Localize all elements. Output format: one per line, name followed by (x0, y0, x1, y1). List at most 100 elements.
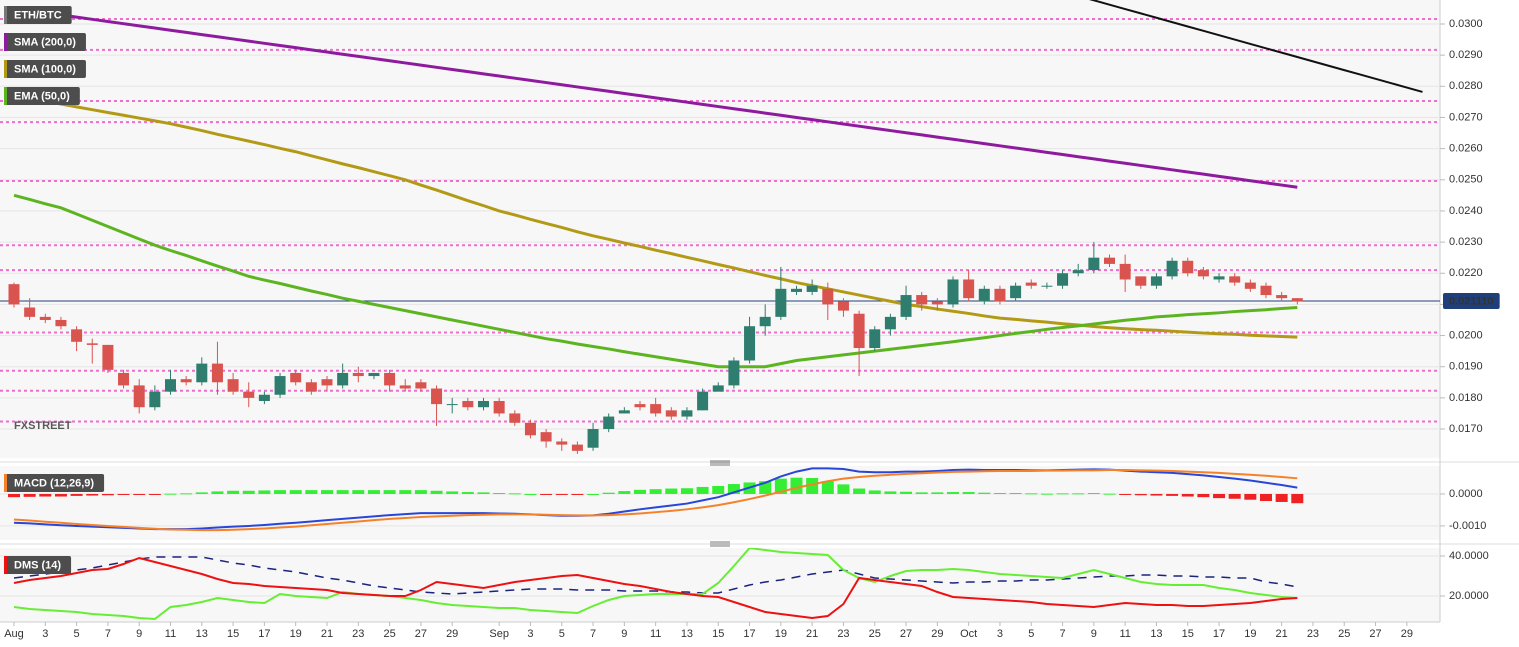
legend-item: SMA (200,0) (4, 33, 86, 51)
candle-body (1072, 270, 1084, 274)
candle-body (524, 422, 536, 436)
histogram-bar (962, 492, 975, 494)
legend-label: DMS (14) (14, 559, 61, 571)
x-tick-label: 29 (446, 628, 458, 640)
legend-box (4, 33, 86, 51)
trendline (1089, 0, 1423, 93)
y-tick-label: 0.0250 (1449, 174, 1483, 186)
candle-body (744, 326, 756, 361)
histogram-bar (1260, 493, 1272, 502)
x-tick-label: 7 (105, 628, 111, 640)
panel (8, 467, 1304, 532)
histogram-bar (806, 477, 819, 494)
candle-body (71, 329, 83, 342)
histogram-bar (1119, 493, 1132, 495)
histogram-bar (493, 493, 506, 495)
histogram-bar (680, 488, 693, 494)
histogram-bar (258, 490, 271, 494)
x-tick-label: 13 (1150, 628, 1162, 640)
resize-grip[interactable] (710, 460, 730, 466)
watermark: FX (14, 420, 29, 432)
x-tick-label: 15 (712, 628, 724, 640)
candle-body (759, 316, 771, 327)
legend-swatch (4, 87, 7, 105)
x-tick-label: 15 (227, 628, 239, 640)
histogram-bar (1072, 493, 1085, 495)
legend-swatch (4, 556, 7, 574)
x-tick-label: 17 (743, 628, 755, 640)
candle-body (806, 285, 818, 292)
x-tick-label: 29 (1401, 628, 1413, 640)
histogram-bar (117, 493, 130, 495)
candle-body (618, 410, 630, 414)
candle-body (243, 391, 255, 398)
indicator-line (13, 556, 1298, 620)
histogram-bar (837, 484, 850, 494)
last-price-tag (1443, 292, 1500, 309)
candle-body (1260, 285, 1272, 296)
candle-body (415, 382, 427, 389)
x-tick-label: 23 (1307, 628, 1319, 640)
histogram-bar (790, 477, 803, 494)
histogram-bar (727, 484, 740, 494)
histogram-bar (321, 490, 333, 494)
candle-body (274, 376, 286, 395)
histogram-bar (1025, 493, 1038, 495)
y-tick-label: 0.0300 (1449, 18, 1483, 30)
y-tick-label: 20.0000 (1449, 590, 1489, 602)
plot-area (0, 548, 1440, 622)
candle-body (462, 400, 474, 408)
histogram-bar (915, 492, 928, 494)
legend-box (4, 474, 105, 492)
x-tick-label: 21 (1276, 628, 1288, 640)
y-tick-label: 0.0180 (1449, 392, 1483, 404)
candle-body (1276, 295, 1288, 299)
y-tick-label: 0.0200 (1449, 329, 1483, 341)
candle-body (916, 295, 928, 305)
histogram-bar (1213, 493, 1226, 499)
histogram-bar (367, 490, 380, 494)
resize-grip[interactable] (710, 541, 730, 547)
histogram-bar (86, 493, 99, 496)
candle-body (571, 444, 583, 451)
y-tick-label: 0.0280 (1449, 80, 1483, 92)
candle-body (446, 404, 458, 406)
candle-body (775, 288, 787, 317)
candle-body (39, 316, 51, 320)
histogram-bar (978, 492, 991, 494)
histogram-bar (399, 490, 412, 494)
plot-area (0, 466, 1440, 540)
candle-body (947, 279, 959, 305)
candle-body (1135, 276, 1147, 286)
candle-body (509, 413, 521, 423)
x-tick-label: 25 (1338, 628, 1350, 640)
y-tick-label: 0.0230 (1449, 236, 1483, 248)
legend-label: SMA (100,0) (14, 63, 76, 75)
candle-body (791, 288, 802, 292)
candle-body (994, 288, 1006, 302)
x-tick-label: 29 (931, 628, 943, 640)
x-tick-label: 3 (527, 628, 533, 640)
histogram-bar (587, 493, 600, 495)
candle-body (681, 410, 693, 417)
legend-box (4, 60, 86, 78)
histogram-bar (1244, 493, 1257, 500)
x-tick-label: 23 (352, 628, 364, 640)
histogram-bar (884, 491, 897, 494)
x-tick-label: 17 (258, 628, 270, 640)
histogram-bar (618, 491, 631, 494)
candle-body (884, 316, 896, 330)
candle-body (1182, 260, 1194, 274)
legend-box (4, 556, 72, 574)
candle-body (900, 295, 912, 317)
y-tick-label: 40.0000 (1449, 550, 1489, 562)
candle-body (352, 372, 364, 377)
y-tick-label: 0.0220 (1449, 267, 1483, 279)
indicator-line (13, 548, 1298, 621)
histogram-bar (446, 491, 459, 494)
candle-body (1150, 276, 1162, 286)
panel: FX STREET (0, 0, 1440, 454)
candle-body (1229, 276, 1241, 283)
legend-swatch (4, 6, 7, 24)
histogram-bar (23, 493, 36, 497)
